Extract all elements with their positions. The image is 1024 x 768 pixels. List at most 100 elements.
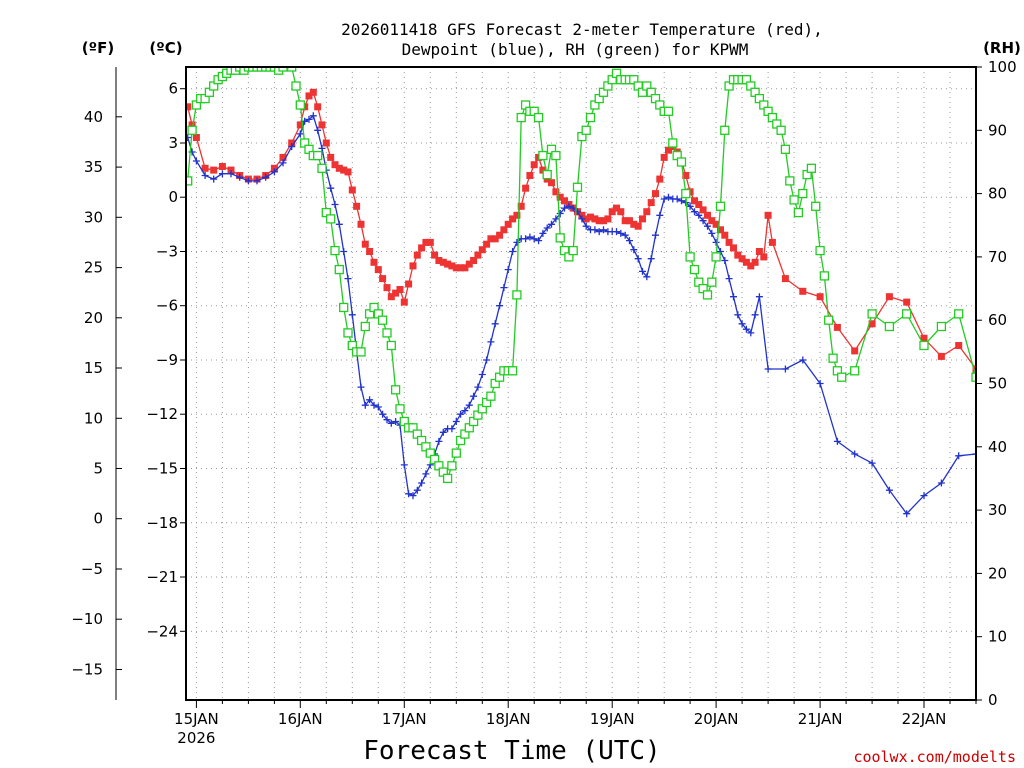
rh-point	[507, 366, 518, 376]
rh-point	[867, 309, 877, 319]
temperature-c-point	[561, 197, 568, 205]
dewpoint-c-point	[192, 157, 200, 165]
rh-point	[339, 302, 349, 313]
dewpoint-c-point	[470, 392, 478, 400]
fahrenheit-tick-label: 25	[84, 259, 103, 277]
dewpoint-c-point	[643, 273, 651, 281]
dewpoint-c-point	[755, 293, 763, 301]
celsius-tick-label: 0	[168, 188, 178, 206]
temperature-c-point	[491, 235, 499, 243]
temperature-c-point	[210, 166, 218, 174]
temperature-c-point	[383, 284, 391, 292]
dewpoint-c-point	[591, 226, 599, 234]
rh-point	[828, 353, 838, 363]
dewpoint-c-point	[478, 371, 486, 378]
rh-point	[989, 424, 997, 432]
rh-point	[447, 461, 457, 471]
x-tick-label: 21JAN	[798, 710, 843, 728]
rh-point	[776, 125, 786, 135]
dewpoint-c-point	[617, 229, 625, 237]
temperature-c-point	[186, 103, 192, 111]
dewpoint-c-line	[187, 114, 976, 515]
rh-point	[551, 150, 561, 161]
dewpoint-c-point	[439, 428, 447, 436]
temperature-c-point	[517, 202, 525, 210]
temperature-c-point	[742, 258, 750, 266]
dewpoint-c-point	[678, 197, 685, 205]
temperature-c-point	[387, 293, 395, 301]
temperature-c-point	[496, 231, 504, 239]
x-tick-label: 17JAN	[382, 710, 427, 728]
dewpoint-c-point	[712, 238, 720, 246]
temperature-c-point	[526, 172, 534, 179]
dewpoint-c-point	[210, 175, 218, 183]
rh-point	[356, 347, 366, 357]
dewpoint-c-point	[348, 311, 356, 319]
fahrenheit-tick-label: −5	[81, 560, 103, 578]
dewpoint-c-point	[686, 202, 694, 210]
dewpoint-c-point	[530, 235, 538, 243]
temperature-c-point	[595, 217, 603, 225]
celsius-tick-label: −9	[156, 351, 178, 369]
temperature-c-point	[444, 260, 452, 268]
temperature-c-point	[747, 262, 755, 270]
dewpoint-c-point	[600, 226, 607, 234]
dewpoint-c-point	[392, 418, 400, 425]
rh-point	[1007, 405, 1015, 413]
rh-point	[850, 366, 860, 376]
celsius-tick-label: −15	[146, 460, 178, 478]
rh-point	[971, 372, 976, 382]
fahrenheit-tick-label: 40	[84, 108, 103, 126]
temperature-c-point	[327, 153, 335, 161]
celsius-tick-label: 3	[168, 134, 178, 152]
dewpoint-c-point	[799, 356, 807, 364]
dewpoint-c-point	[361, 401, 369, 409]
temperature-c-point	[530, 161, 538, 169]
temperature-c-point	[509, 215, 517, 223]
temperature-c-point	[357, 220, 365, 228]
temperature-c-point	[457, 264, 465, 272]
dewpoint-c-point	[270, 168, 278, 176]
temperature-c-point	[556, 193, 564, 201]
temperature-c-point	[288, 139, 296, 147]
dewpoint-c-point	[634, 255, 642, 263]
rh-point	[538, 150, 548, 161]
dewpoint-c-point	[296, 130, 304, 138]
fahrenheit-tick-label: −15	[71, 661, 103, 679]
rh-point	[668, 138, 678, 148]
dewpoint-c-point	[379, 410, 387, 418]
rh-point	[689, 264, 700, 275]
dewpoint-c-point	[288, 143, 296, 151]
celsius-tick-label: −24	[146, 622, 178, 640]
temperature-c-point	[335, 164, 343, 172]
dewpoint-c-point	[465, 401, 473, 409]
dewpoint-c-point	[673, 195, 681, 203]
temperature-c-point	[279, 153, 287, 161]
rh-point	[936, 321, 947, 332]
dewpoint-c-point	[487, 338, 495, 346]
rh-point	[681, 188, 691, 199]
dewpoint-c-point	[708, 229, 716, 237]
dewpoint-c-point	[665, 193, 672, 201]
rh-point	[902, 309, 912, 319]
temperature-c-point	[470, 257, 478, 264]
dewpoint-c-point	[409, 492, 417, 500]
temperature-c-point	[937, 352, 945, 360]
rh-tick-label: 80	[988, 185, 1007, 203]
dewpoint-c-point	[621, 231, 629, 239]
x-tick-label: 16JAN	[278, 710, 323, 728]
celsius-tick-label: −3	[156, 243, 178, 261]
dewpoint-c-point	[253, 177, 261, 185]
dewpoint-c-point	[652, 231, 659, 239]
rh-point	[715, 201, 726, 211]
dewpoint-c-point	[920, 492, 928, 500]
temperature-c-point	[582, 215, 590, 223]
dewpoint-c-point	[704, 222, 711, 230]
rh-point	[568, 245, 578, 256]
temperature-c-point	[738, 255, 746, 263]
temperature-c-point	[452, 264, 460, 272]
dewpoint-c-point	[781, 365, 789, 373]
temperature-c-point	[768, 238, 776, 246]
celsius-tick-label: −18	[146, 514, 178, 532]
temperature-c-point	[764, 211, 772, 219]
